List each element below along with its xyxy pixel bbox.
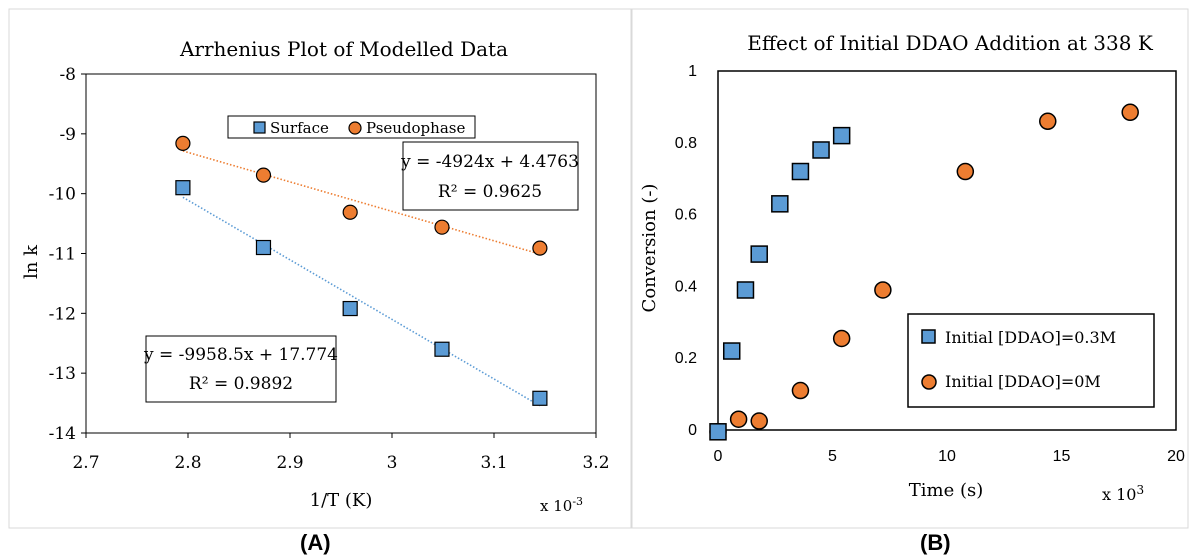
b-ytick-label: 0.2 xyxy=(675,350,697,367)
chart-b-title: Effect of Initial DDAO Addition at 338 K xyxy=(747,31,1154,55)
b-ytick-label: 0 xyxy=(688,422,697,439)
chart-a-trendlines xyxy=(182,150,541,407)
point-ddao-0m xyxy=(1039,112,1057,131)
chart-b-plot-frame xyxy=(717,70,1177,431)
panel-b-border xyxy=(631,8,1189,529)
a-xtick-label: 3 xyxy=(387,453,398,473)
point-ddao-03m xyxy=(771,195,789,213)
point-ddao-03m xyxy=(791,162,810,181)
b-xtick-label: 10 xyxy=(938,448,956,465)
a-xtick-label: 2.7 xyxy=(72,453,99,473)
a-ytick-label: -10 xyxy=(49,185,76,205)
chart-a-x-multiplier-exp: -3 xyxy=(572,495,583,508)
chart-b-x-label: Time (s) xyxy=(909,480,984,501)
b-xtick-label: 20 xyxy=(1167,448,1185,465)
panel-label-a: (A) xyxy=(300,530,331,555)
b-xtick-label: 0 xyxy=(714,448,723,465)
point-ddao-03m xyxy=(736,281,755,299)
point-pseudophase xyxy=(342,204,358,220)
a-xtick-label: 2.9 xyxy=(276,453,303,473)
chart-b-x-ticks: 0 5 10 15 20 xyxy=(714,448,1185,465)
chart-b-legend-box xyxy=(907,313,1155,408)
point-surface xyxy=(342,300,358,317)
chart-b-y-label: Conversion (-) xyxy=(639,184,660,313)
panel-a-border xyxy=(8,8,632,529)
chart-b-legend: Initial [DDAO]=0.3M Initial [DDAO]=0M xyxy=(907,313,1155,408)
pseudophase-r2: R² = 0.9625 xyxy=(438,182,542,202)
pseudophase-equation-frame xyxy=(402,141,579,211)
panel-label-b: (B) xyxy=(920,530,951,555)
point-ddao-03m xyxy=(832,126,851,145)
chart-a-x-ticks: 2.7 2.8 2.9 3 3.1 3.2 xyxy=(72,433,610,473)
point-ddao-0m xyxy=(956,162,975,181)
legend-surface-marker xyxy=(253,121,266,134)
surface-equation-box: y = -9958.5x + 17.774 R² = 0.9892 xyxy=(143,335,338,403)
b-ytick-label: 1 xyxy=(688,63,697,80)
surface-r2: R² = 0.9892 xyxy=(189,374,293,394)
b-xtick-label: 5 xyxy=(828,448,837,465)
legend-03m-marker xyxy=(921,329,936,344)
chart-a-title: Arrhenius Plot of Modelled Data xyxy=(179,37,508,61)
chart-b-points xyxy=(709,103,1139,441)
chart-a-y-label: ln k xyxy=(21,244,42,279)
chart-a-x-label: 1/T (K) xyxy=(310,490,373,511)
chart-b-y-ticks: 1 0.8 0.6 0.4 0.2 0 xyxy=(675,63,697,439)
point-surface xyxy=(255,239,272,256)
trendline-pseudophase xyxy=(182,150,541,255)
point-pseudophase xyxy=(434,219,450,235)
b-xtick-label: 15 xyxy=(1053,448,1071,465)
point-surface xyxy=(175,180,191,196)
chart-b-x-multiplier: x 103 xyxy=(1102,483,1144,504)
point-ddao-0m xyxy=(750,412,768,430)
legend-surface-label: Surface xyxy=(270,119,329,137)
point-surface xyxy=(532,390,548,406)
b-ytick-label: 0.6 xyxy=(675,207,697,224)
point-ddao-03m xyxy=(750,245,768,263)
legend-pseudophase-label: Pseudophase xyxy=(366,119,465,137)
point-ddao-03m xyxy=(709,423,727,441)
point-ddao-0m xyxy=(874,281,892,299)
point-ddao-03m xyxy=(722,342,741,360)
point-surface xyxy=(434,341,450,357)
point-pseudophase xyxy=(175,135,191,152)
b-ytick-label: 0.8 xyxy=(675,135,697,152)
a-ytick-label: -12 xyxy=(49,304,76,324)
a-ytick-label: -14 xyxy=(49,424,76,444)
point-pseudophase xyxy=(532,240,548,256)
a-xtick-label: 2.8 xyxy=(174,453,201,473)
trendline-surface xyxy=(182,196,541,407)
surface-equation-frame xyxy=(145,335,337,403)
legend-03m-label: Initial [DDAO]=0.3M xyxy=(945,328,1116,347)
a-xtick-label: 3.1 xyxy=(480,453,507,473)
point-ddao-0m xyxy=(1121,103,1139,122)
legend-pseudophase-marker xyxy=(348,121,362,135)
arrhenius-chart: Arrhenius Plot of Modelled Data -8-9-10-… xyxy=(21,37,610,515)
a-ytick-label: -8 xyxy=(59,65,76,85)
point-pseudophase xyxy=(255,167,272,183)
ddao-chart: Effect of Initial DDAO Addition at 338 K… xyxy=(639,31,1185,504)
point-ddao-03m xyxy=(812,141,830,159)
point-ddao-0m xyxy=(791,381,810,400)
point-ddao-0m xyxy=(729,410,748,428)
pseudophase-equation-box: y = -4924x + 4.4763 R² = 0.9625 xyxy=(400,141,579,211)
chart-a-legend: Surface Pseudophase xyxy=(227,115,476,139)
legend-0m-marker xyxy=(921,374,937,390)
b-ytick-label: 0.4 xyxy=(675,278,697,295)
a-xtick-label: 3.2 xyxy=(582,453,609,473)
point-ddao-0m xyxy=(832,329,851,348)
chart-a-x-multiplier-base: x 10 xyxy=(540,497,572,515)
chart-a-points xyxy=(175,135,548,406)
chart-b-x-multiplier-exp: 3 xyxy=(1136,483,1144,497)
pseudophase-equation: y = -4924x + 4.4763 xyxy=(400,152,579,172)
a-ytick-label: -11 xyxy=(49,245,76,265)
chart-a-x-multiplier: x 10-3 xyxy=(540,495,583,515)
chart-a-y-ticks: -8 -9 -10 -11 -12 -13 -14 xyxy=(49,65,86,444)
surface-equation: y = -9958.5x + 17.774 xyxy=(143,345,338,365)
legend-0m-label: Initial [DDAO]=0M xyxy=(945,372,1101,391)
a-ytick-label: -13 xyxy=(49,364,76,384)
chart-b-x-multiplier-base: x 10 xyxy=(1102,485,1136,504)
a-ytick-label: -9 xyxy=(59,125,76,145)
